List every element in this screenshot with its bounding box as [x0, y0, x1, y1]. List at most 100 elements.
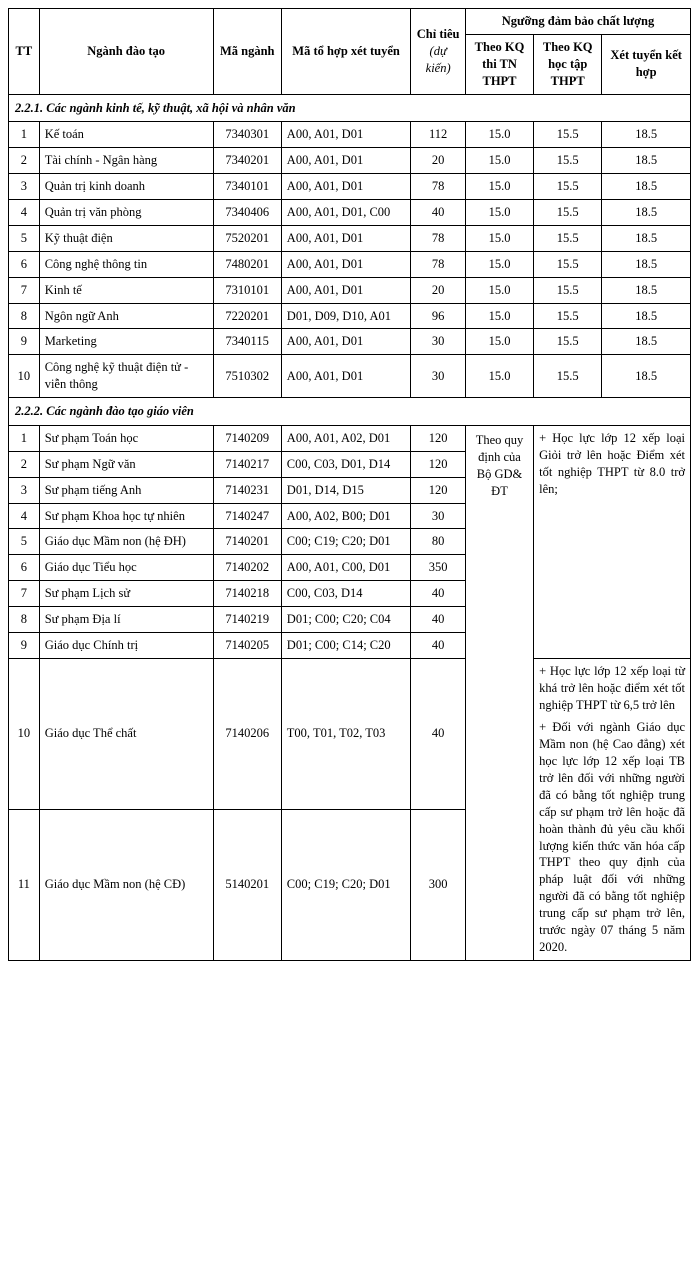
cell: 7	[9, 581, 40, 607]
cell: 15.5	[534, 122, 602, 148]
cell: 18.5	[602, 303, 691, 329]
cell: 40	[411, 200, 466, 226]
cell: A00, A02, B00; D01	[281, 503, 411, 529]
cell: 78	[411, 174, 466, 200]
cell: A00, A01, D01	[281, 148, 411, 174]
cell: 7340406	[213, 200, 281, 226]
cell: 7140217	[213, 451, 281, 477]
cell: 120	[411, 425, 466, 451]
cell: 5	[9, 529, 40, 555]
cell: 15.0	[465, 329, 533, 355]
col-quota-note: (dự kiến)	[426, 44, 451, 75]
cell: 4	[9, 503, 40, 529]
cell: Tài chính - Ngân hàng	[39, 148, 213, 174]
cell: 1	[9, 122, 40, 148]
table-row: 3Quản trị kinh doanh7340101A00, A01, D01…	[9, 174, 691, 200]
col-code: Mã ngành	[213, 9, 281, 95]
cell: 7340301	[213, 122, 281, 148]
cell: 7510302	[213, 355, 281, 398]
cell: T00, T01, T02, T03	[281, 658, 411, 809]
cell: C00, C03, D14	[281, 581, 411, 607]
cell: 15.5	[534, 303, 602, 329]
col-s2: Theo KQ học tập THPT	[534, 34, 602, 94]
cell: 3	[9, 174, 40, 200]
cell: D01; C00; C14; C20	[281, 632, 411, 658]
table-row: 1Sư phạm Toán học7140209A00, A01, A02, D…	[9, 425, 691, 451]
cell: 5	[9, 225, 40, 251]
cell: Sư phạm Toán học	[39, 425, 213, 451]
cell: Công nghệ thông tin	[39, 251, 213, 277]
cell: C00; C19; C20; D01	[281, 529, 411, 555]
cell: 7340201	[213, 148, 281, 174]
cell: 15.5	[534, 355, 602, 398]
cell: A00, A01, D01	[281, 355, 411, 398]
cell: A00, A01, D01, C00	[281, 200, 411, 226]
cell: 350	[411, 555, 466, 581]
cell: Ngôn ngữ Anh	[39, 303, 213, 329]
cell: 20	[411, 277, 466, 303]
cell: 15.0	[465, 251, 533, 277]
cell: 15.5	[534, 225, 602, 251]
cell: Kỹ thuật điện	[39, 225, 213, 251]
cell: 300	[411, 809, 466, 960]
cell: 15.0	[465, 200, 533, 226]
cell: 18.5	[602, 251, 691, 277]
cell: 7140202	[213, 555, 281, 581]
cell: A00, A01, D01	[281, 122, 411, 148]
table-row: 8Ngôn ngữ Anh7220201D01, D09, D10, A0196…	[9, 303, 691, 329]
cell: 7310101	[213, 277, 281, 303]
table-row: 10Giáo dục Thể chất7140206T00, T01, T02,…	[9, 658, 691, 809]
cell: 7340115	[213, 329, 281, 355]
cell: Sư phạm Địa lí	[39, 607, 213, 633]
cell: Quản trị văn phòng	[39, 200, 213, 226]
merged-s1: Theo quy định của Bộ GD& ĐT	[465, 425, 533, 960]
cell: D01, D14, D15	[281, 477, 411, 503]
cell: A00, A01, D01	[281, 277, 411, 303]
table-row: 6Công nghệ thông tin7480201A00, A01, D01…	[9, 251, 691, 277]
merged-note-bottom: + Học lực lớp 12 xếp loại từ khá trở lên…	[534, 658, 691, 960]
cell: Giáo dục Thể chất	[39, 658, 213, 809]
cell: 40	[411, 581, 466, 607]
cell: 40	[411, 658, 466, 809]
cell: 30	[411, 329, 466, 355]
cell: 15.5	[534, 174, 602, 200]
cell: 2	[9, 148, 40, 174]
cell: C00, C03, D01, D14	[281, 451, 411, 477]
col-combo: Mã tổ hợp xét tuyển	[281, 9, 411, 95]
table-row: 5Kỹ thuật điện7520201A00, A01, D017815.0…	[9, 225, 691, 251]
cell: A00, A01, A02, D01	[281, 425, 411, 451]
cell: 18.5	[602, 329, 691, 355]
cell: 30	[411, 355, 466, 398]
cell: 7480201	[213, 251, 281, 277]
cell: 6	[9, 555, 40, 581]
cell: A00, A01, D01	[281, 329, 411, 355]
cell: Kế toán	[39, 122, 213, 148]
table-row: 10Công nghệ kỹ thuật điện tử - viễn thôn…	[9, 355, 691, 398]
cell: 15.5	[534, 277, 602, 303]
cell: Sư phạm Khoa học tự nhiên	[39, 503, 213, 529]
cell: Giáo dục Mầm non (hệ CĐ)	[39, 809, 213, 960]
cell: 7220201	[213, 303, 281, 329]
cell: 3	[9, 477, 40, 503]
cell: 15.0	[465, 277, 533, 303]
cell: 10	[9, 658, 40, 809]
cell: 9	[9, 632, 40, 658]
cell: 7	[9, 277, 40, 303]
cell: 15.5	[534, 329, 602, 355]
cell: D01; C00; C20; C04	[281, 607, 411, 633]
cell: Quản trị kinh doanh	[39, 174, 213, 200]
cell: 112	[411, 122, 466, 148]
cell: 78	[411, 225, 466, 251]
cell: 15.0	[465, 174, 533, 200]
cell: 8	[9, 303, 40, 329]
cell: Giáo dục Chính trị	[39, 632, 213, 658]
cell: 7520201	[213, 225, 281, 251]
table-row: 7Kinh tế7310101A00, A01, D012015.015.518…	[9, 277, 691, 303]
cell: 9	[9, 329, 40, 355]
cell: D01, D09, D10, A01	[281, 303, 411, 329]
section-heading: 2.2.2. Các ngành đào tạo giáo viên	[9, 398, 691, 426]
cell: 15.5	[534, 251, 602, 277]
cell: 2	[9, 451, 40, 477]
cell: 7140218	[213, 581, 281, 607]
cell: 15.0	[465, 225, 533, 251]
